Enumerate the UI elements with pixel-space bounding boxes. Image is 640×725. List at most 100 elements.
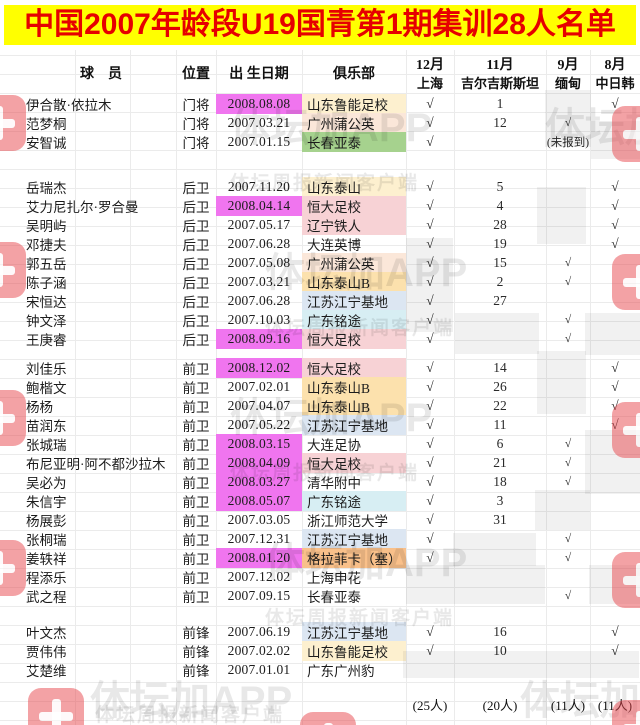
camp-aug-cell: √	[611, 360, 619, 375]
camp-aug-cell	[590, 548, 640, 568]
header-birthdate: 出 生日期	[229, 67, 289, 82]
club-cell: 江苏江宁基地	[302, 415, 406, 435]
camp-dec-cell: √	[426, 274, 434, 289]
row-gutter	[0, 310, 26, 330]
camp-nov-cell: 2	[496, 274, 504, 289]
birthdate-cell: 2007.03.05	[227, 512, 291, 527]
player-name-cell: 陈子涵	[26, 276, 67, 291]
camp-aug-cell	[590, 586, 640, 606]
position-cell: 前锋	[182, 626, 210, 641]
row-gutter	[0, 641, 26, 661]
table-row: 张桐瑞 前卫 2007.12.31 江苏江宁基地 √ √	[0, 529, 640, 549]
camp-sep-cell	[546, 510, 590, 530]
camp-nov-cell	[454, 310, 546, 330]
camp-sep-cell: √	[564, 276, 572, 288]
club-cell: 长春亚泰	[302, 132, 406, 152]
camp-sep-cell	[546, 177, 590, 197]
position-group: 岳瑞杰 后卫 2007.11.20 山东泰山 √ 5 √ 艾力尼扎尔·罗合曼 后卫 2008.04…	[0, 177, 640, 349]
header-player: 球 员	[80, 67, 122, 82]
table-row: 艾楚维 前锋 2007.01.01 广东广州豹	[0, 660, 640, 679]
player-name-cell: 邓捷夫	[26, 238, 67, 253]
table-row: 王庚睿 后卫 2008.09.16 恒大足校 √ √	[0, 329, 640, 349]
player-name-cell: 刘佳乐	[26, 362, 67, 377]
camp-aug-cell	[590, 529, 640, 549]
club-cell: 恒大足校	[302, 329, 406, 349]
total-aug: (11人)	[597, 697, 633, 713]
camp-nov-cell: 15	[493, 255, 507, 270]
table-row: 刘佳乐 前卫 2008.12.02 恒大足校 √ 14 √	[0, 358, 640, 378]
birthdate-cell: 2007.03.21	[227, 115, 291, 130]
camp-aug-cell: √	[611, 624, 619, 639]
position-cell: 门将	[182, 98, 210, 113]
player-name-cell: 吴明屿	[26, 219, 67, 234]
row-gutter	[0, 253, 26, 273]
camp-dec-cell	[406, 660, 454, 680]
birthdate-cell: 2007.06.19	[227, 624, 291, 639]
club-cell: 恒大足校	[302, 358, 406, 378]
camp-aug-cell	[590, 253, 640, 273]
camp-dec-cell: √	[426, 512, 434, 527]
birthdate-cell: 2007.02.02	[227, 643, 291, 658]
header-venue-shanghai: 上海	[416, 76, 443, 91]
row-gutter	[0, 132, 26, 152]
club-cell: 广州蒲公英	[302, 113, 406, 133]
row-gutter	[0, 291, 26, 311]
table-row: 范梦桐 门将 2007.03.21 广州蒲公英 √ 12 √	[0, 113, 640, 133]
table-row: 鲍楷文 前卫 2007.02.01 山东泰山B √ 26 √	[0, 377, 640, 397]
player-name-cell: 张桐瑞	[26, 533, 67, 548]
camp-nov-cell	[454, 586, 546, 606]
birthdate-cell: 2008.05.07	[216, 491, 302, 511]
player-name-cell: 安智诚	[26, 136, 67, 151]
row-gutter	[0, 567, 26, 587]
player-name-cell: 宋恒达	[26, 295, 67, 310]
birthdate-cell: 2008.03.15	[216, 434, 302, 454]
table-row: 艾力尼扎尔·罗合曼 后卫 2008.04.14 恒大足校 √ 4 √	[0, 196, 640, 216]
birthdate-cell: 2008.12.02	[216, 358, 302, 378]
camp-sep-cell: √	[564, 438, 572, 450]
camp-nov-cell: 26	[493, 379, 507, 394]
camp-sep-cell: √	[564, 333, 572, 345]
club-cell: 大连英博	[307, 238, 361, 253]
club-cell: 山东泰山B	[302, 272, 406, 292]
position-cell: 后卫	[182, 238, 210, 253]
camp-sep-cell	[546, 291, 590, 311]
club-cell: 江苏江宁基地	[302, 291, 406, 311]
position-group: 叶文杰 前锋 2007.06.19 江苏江宁基地 √ 16 √ 贾伟伟 前锋 2007.02.02…	[0, 622, 640, 679]
camp-dec-cell: √	[426, 255, 434, 270]
position-cell: 后卫	[182, 314, 210, 329]
camp-aug-cell	[590, 491, 640, 511]
total-nov: (20人)	[482, 697, 518, 713]
row-gutter	[0, 177, 26, 197]
club-cell: 山东泰山B	[302, 377, 406, 397]
position-cell: 前卫	[182, 590, 210, 605]
club-cell: 山东鲁能足校	[302, 94, 406, 114]
position-cell: 前卫	[182, 419, 210, 434]
camp-sep-cell	[546, 234, 590, 254]
table-row: 苗润东 前卫 2007.05.22 江苏江宁基地 √ 11 √	[0, 415, 640, 435]
camp-sep-cell: √	[564, 457, 572, 469]
row-gutter	[0, 358, 26, 378]
birthdate-cell: 2007.04.07	[227, 398, 291, 413]
birthdate-cell: 2007.12.02	[227, 569, 291, 584]
camp-nov-cell: 18	[493, 474, 507, 489]
table-header: 球 员 位置 出 生日期 俱乐部 12月 11月 9月 8月 上海 吉尔吉斯斯坦…	[0, 54, 640, 92]
club-cell: 山东泰山	[302, 177, 406, 197]
table-row: 邓捷夫 后卫 2007.06.28 大连英博 √ 19 √	[0, 234, 640, 253]
birthdate-cell: 2008.04.14	[216, 196, 302, 216]
camp-aug-cell: √	[611, 379, 619, 394]
birthdate-cell: 2007.02.01	[227, 379, 291, 394]
row-gutter	[0, 196, 26, 216]
row-gutter	[0, 113, 26, 133]
camp-sep-cell: √	[564, 476, 572, 488]
row-gutter	[0, 215, 26, 235]
camp-dec-cell: √	[426, 236, 434, 251]
club-cell: 清华附中	[307, 476, 361, 491]
camp-aug-cell	[590, 329, 640, 349]
camp-dec-cell	[406, 586, 454, 606]
camp-dec-cell: √	[426, 179, 434, 194]
table-row: 叶文杰 前锋 2007.06.19 江苏江宁基地 √ 16 √	[0, 622, 640, 642]
birthdate-cell: 2007.12.31	[227, 531, 291, 546]
club-cell: 广州蒲公英	[302, 253, 406, 273]
position-cell: 后卫	[182, 276, 210, 291]
table-row: 武之程 前卫 2007.09.15 长春亚泰 √	[0, 586, 640, 605]
